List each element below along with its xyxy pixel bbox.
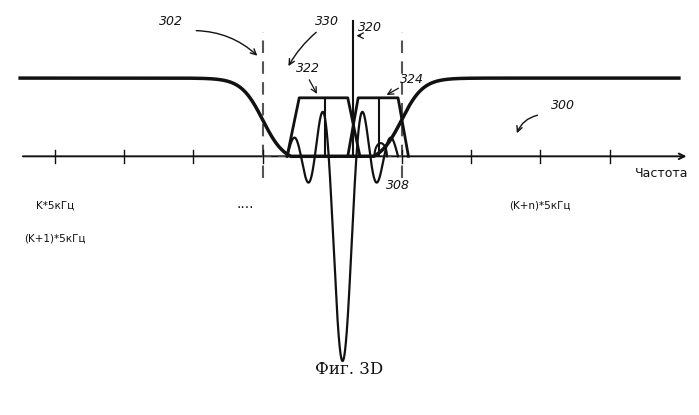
Text: 330: 330 — [315, 15, 339, 28]
Text: (K+1)*5кГц: (K+1)*5кГц — [24, 233, 85, 243]
Text: 302: 302 — [159, 15, 183, 28]
Text: 308: 308 — [386, 179, 410, 192]
Text: Фиг. 3D: Фиг. 3D — [315, 361, 384, 378]
Text: K*5кГц: K*5кГц — [36, 200, 74, 210]
Text: 300: 300 — [551, 99, 575, 112]
Text: 320: 320 — [358, 21, 382, 34]
Text: 322: 322 — [296, 62, 319, 75]
Text: 324: 324 — [400, 73, 424, 86]
Text: (K+n)*5кГц: (K+n)*5кГц — [510, 200, 571, 210]
Text: ....: .... — [237, 196, 254, 210]
Text: Частота: Частота — [635, 167, 689, 180]
